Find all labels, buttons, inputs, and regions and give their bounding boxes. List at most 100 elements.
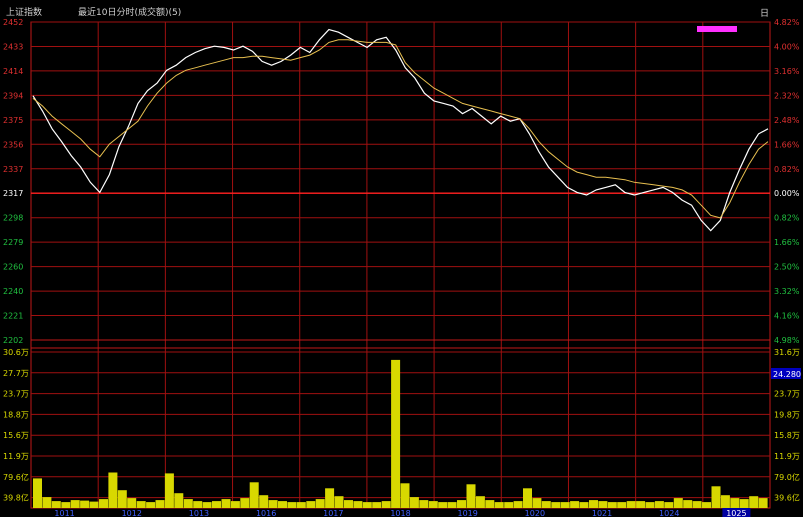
- volume-bar: [570, 501, 580, 508]
- volume-bar: [532, 498, 542, 508]
- volume-tick-right: 11.9万: [774, 452, 800, 461]
- current-volume-tag: [771, 368, 801, 379]
- volume-bar: [607, 502, 617, 508]
- price-tick-left: 2202: [3, 336, 23, 345]
- price-tick-right: 1.66%: [774, 238, 800, 247]
- price-tick-right: 0.00%: [774, 189, 800, 198]
- volume-tick-left: 11.9万: [3, 452, 29, 461]
- volume-bar: [164, 473, 174, 508]
- volume-bar: [42, 497, 52, 508]
- volume-bar: [551, 502, 561, 508]
- volume-bar: [240, 498, 250, 508]
- volume-bar: [438, 502, 448, 508]
- volume-tick-left: 27.7万: [3, 369, 29, 378]
- price-tick-left: 2356: [3, 140, 23, 149]
- price-tick-left: 2221: [3, 312, 23, 321]
- volume-bar: [193, 501, 203, 508]
- volume-tick-left: 39.8亿: [3, 493, 29, 503]
- price-tick-right: 4.00%: [774, 42, 800, 51]
- volume-bar: [428, 501, 438, 508]
- volume-bar: [400, 483, 410, 508]
- volume-bar: [730, 498, 740, 508]
- volume-bar: [749, 496, 759, 508]
- volume-bar: [494, 502, 504, 508]
- price-tick-left: 2433: [3, 42, 23, 51]
- volume-bar: [212, 501, 221, 508]
- volume-tick-right: 31.6万: [774, 348, 800, 357]
- volume-bar: [99, 499, 108, 508]
- volume-bar: [419, 500, 429, 508]
- price-tick-left: 2414: [3, 67, 23, 76]
- volume-bar: [589, 500, 598, 508]
- volume-tick-right: 23.7万: [774, 390, 800, 399]
- price-tick-left: 2337: [3, 165, 23, 174]
- volume-bar: [344, 500, 353, 508]
- volume-tick-left: 30.6万: [3, 348, 29, 357]
- price-tick-right: 4.98%: [774, 336, 800, 345]
- day-label: 1017: [323, 509, 343, 517]
- volume-tick-right: 15.8万: [774, 431, 800, 440]
- volume-bar: [617, 502, 627, 508]
- volume-bar: [183, 499, 193, 508]
- price-tick-right: 0.82%: [774, 165, 800, 174]
- volume-bar: [654, 501, 664, 508]
- price-tick-left: 2317: [3, 189, 23, 198]
- volume-bar: [89, 501, 99, 508]
- volume-bar: [758, 498, 768, 508]
- volume-bar: [457, 500, 466, 508]
- volume-bar: [80, 500, 90, 508]
- day-label: 1012: [122, 509, 142, 517]
- volume-bar: [513, 501, 523, 508]
- day-label: 1013: [189, 509, 209, 517]
- volume-bar: [259, 495, 269, 508]
- grid-lines: [30, 21, 771, 509]
- volume-tick-left: 79.6亿: [3, 472, 29, 482]
- price-tick-right: 4.82%: [774, 18, 800, 27]
- volume-bar: [636, 501, 646, 508]
- volume-bar: [362, 502, 372, 508]
- chart-subtitle: 最近10日分时(成交额)(5): [78, 6, 181, 18]
- price-tick-left: 2452: [3, 18, 23, 27]
- volume-bar: [523, 488, 532, 508]
- volume-bar: [711, 486, 721, 508]
- volume-bars: [33, 359, 768, 508]
- axis-labels: 2452 2433 2414 2394 2375 2356 2337 2317 2298 2279…: [3, 18, 801, 517]
- volume-bar: [598, 501, 608, 508]
- volume-tick-left: 18.8万: [3, 410, 29, 419]
- volume-bar: [560, 502, 570, 508]
- volume-bar: [51, 501, 61, 508]
- volume-bar: [447, 502, 457, 508]
- price-tick-left: 2394: [3, 91, 23, 100]
- volume-tick-right: 39.6亿: [774, 493, 800, 503]
- day-label: 1018: [390, 509, 410, 517]
- volume-bar: [683, 500, 693, 508]
- volume-tick-right: 79.0亿: [774, 472, 800, 482]
- volume-bar: [692, 501, 702, 508]
- volume-bar: [296, 502, 306, 508]
- volume-bar: [249, 482, 259, 508]
- volume-bar: [702, 502, 711, 508]
- price-tick-right: 3.32%: [774, 287, 800, 296]
- price-tick-left: 2240: [3, 287, 23, 296]
- price-tick-left: 2298: [3, 214, 23, 223]
- index-name: 上证指数: [6, 6, 42, 18]
- price-tick-left: 2260: [3, 263, 23, 272]
- volume-bar: [108, 472, 118, 508]
- volume-bar: [278, 501, 287, 508]
- magenta-legend-swatch: [697, 26, 737, 32]
- volume-bar: [117, 490, 127, 508]
- price-tick-right: 3.16%: [774, 67, 800, 76]
- volume-bar: [155, 500, 165, 508]
- volume-bar: [306, 501, 316, 508]
- volume-tick-left: 23.7万: [3, 390, 29, 399]
- volume-bar: [325, 488, 335, 508]
- current-volume-value: 24.280: [773, 370, 801, 379]
- volume-bar: [739, 499, 749, 508]
- volume-bar: [475, 496, 485, 508]
- volume-bar: [673, 498, 683, 508]
- price-tick-right: 2.48%: [774, 116, 800, 125]
- volume-bar: [391, 359, 401, 508]
- price-tick-right: 2.50%: [774, 263, 800, 272]
